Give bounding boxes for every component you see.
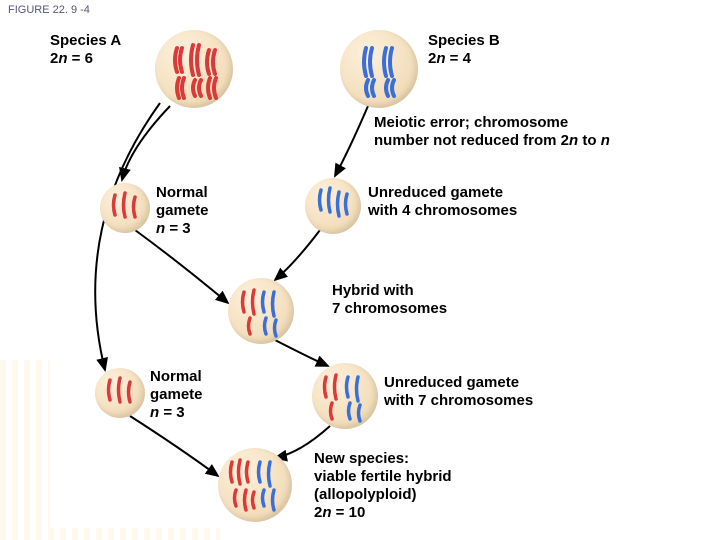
cell-unreduced-gamete-1 <box>305 178 361 234</box>
species-a-title: Species A <box>50 32 121 49</box>
new-species-l2: viable fertile hybrid <box>314 468 452 485</box>
normal-gamete2-eq: = 3 <box>159 404 184 421</box>
new-species-l1: New species: <box>314 450 409 467</box>
species-a-ploidy-eq: = 6 <box>68 50 93 67</box>
species-a-ploidy-n: n <box>58 50 67 67</box>
label-unreduced-2: Unreduced gamete with 7 chromosomes <box>384 374 533 410</box>
meiotic-error-line2n: n <box>569 132 578 149</box>
label-species-a: Species A 2n = 6 <box>50 32 121 68</box>
normal-gamete1-eq: = 3 <box>165 220 190 237</box>
meiotic-error-line2b: to <box>578 132 601 149</box>
label-meiotic-error: Meiotic error; chromosome number not red… <box>374 114 610 150</box>
hybrid-l1: Hybrid with <box>332 282 414 299</box>
cell-normal-gamete-1 <box>100 183 150 233</box>
label-normal-gamete-2: Normal gamete n = 3 <box>150 368 203 422</box>
hybrid-l2: 7 chromosomes <box>332 300 447 317</box>
species-b-title: Species B <box>428 32 500 49</box>
unreduced1-l2: with 4 chromosomes <box>368 202 517 219</box>
new-species-l4n: n <box>322 504 331 521</box>
cell-unreduced-gamete-2 <box>312 363 378 429</box>
new-species-l3: (allopolyploid) <box>314 486 417 503</box>
meiotic-error-line2n2: n <box>601 132 610 149</box>
new-species-l4b: = 10 <box>332 504 366 521</box>
label-hybrid: Hybrid with 7 chromosomes <box>332 282 447 318</box>
unreduced2-l2: with 7 chromosomes <box>384 392 533 409</box>
normal-gamete2-l1: Normal <box>150 368 202 385</box>
unreduced2-l1: Unreduced gamete <box>384 374 519 391</box>
cell-species-b <box>340 30 418 108</box>
normal-gamete2-n: n <box>150 404 159 421</box>
species-b-ploidy-eq: = 4 <box>446 50 471 67</box>
cell-hybrid <box>228 278 294 344</box>
cell-species-a <box>155 30 233 108</box>
label-species-b: Species B 2n = 4 <box>428 32 500 68</box>
meiotic-error-line1: Meiotic error; chromosome <box>374 114 568 131</box>
meiotic-error-line2a: number not reduced from 2 <box>374 132 569 149</box>
normal-gamete1-l2: gamete <box>156 202 209 219</box>
cell-new-species <box>218 448 292 522</box>
normal-gamete1-n: n <box>156 220 165 237</box>
normal-gamete1-l1: Normal <box>156 184 208 201</box>
cell-normal-gamete-2 <box>95 368 145 418</box>
species-b-ploidy-n: n <box>436 50 445 67</box>
unreduced1-l1: Unreduced gamete <box>368 184 503 201</box>
diagram-container: Species A 2n = 6 Species B 2n = 4 Meioti… <box>50 18 650 528</box>
label-normal-gamete-1: Normal gamete n = 3 <box>156 184 209 238</box>
normal-gamete2-l2: gamete <box>150 386 203 403</box>
label-new-species: New species: viable fertile hybrid (allo… <box>314 450 452 522</box>
label-unreduced-1: Unreduced gamete with 4 chromosomes <box>368 184 517 220</box>
figure-number: FIGURE 22. 9 -4 <box>8 4 90 16</box>
